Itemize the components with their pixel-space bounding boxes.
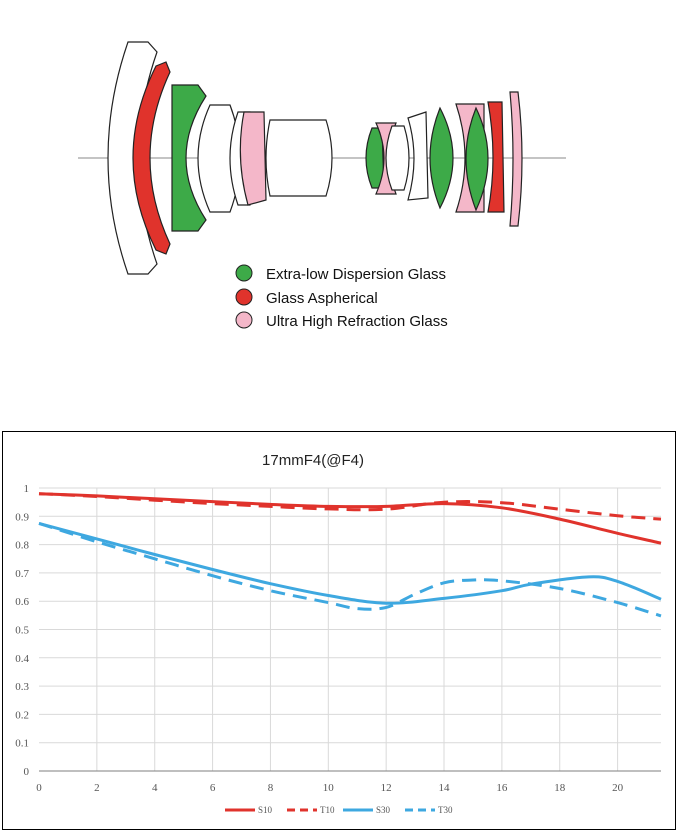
- lens-element-3-ed: [171, 84, 207, 232]
- x-tick-label: 6: [210, 782, 216, 794]
- x-tick-label: 14: [439, 782, 451, 794]
- lens-element-12-ed: [429, 106, 454, 210]
- lens-element-16-uhr: [509, 91, 523, 227]
- series-line-t10: [38, 492, 662, 521]
- y-tick-label: 0.8: [15, 540, 29, 552]
- series-line-s10: [38, 492, 662, 545]
- legend-label-s10: S10: [258, 805, 273, 815]
- y-tick-label: 0.7: [15, 568, 29, 580]
- series-line-s30: [38, 521, 662, 605]
- x-tick-label: 0: [36, 782, 42, 794]
- x-tick-label: 2: [94, 782, 100, 794]
- lens-construction-diagram: Extra-low Dispersion Glass Glass Aspheri…: [78, 41, 566, 330]
- legend-label-s30: S30: [376, 805, 391, 815]
- series-line-t30: [38, 521, 662, 618]
- y-tick-label: 1: [24, 483, 30, 495]
- lens-element-14-ed: [465, 106, 489, 212]
- legend-swatch-aspherical: [235, 288, 253, 306]
- legend-label-uhr: Ultra High Refraction Glass: [266, 313, 448, 330]
- lens-element-10: [385, 125, 410, 191]
- x-tick-label: 20: [612, 782, 624, 794]
- lens-element-15-aspherical: [487, 101, 505, 213]
- x-tick-label: 8: [268, 782, 274, 794]
- lens-element-11: [407, 111, 429, 201]
- y-tick-label: 0.6: [15, 596, 29, 608]
- x-tick-label: 12: [381, 782, 392, 794]
- chart-title: 17mmF4(@F4): [262, 452, 364, 469]
- legend-label-ed: Extra-low Dispersion Glass: [266, 266, 446, 283]
- x-tick-label: 10: [323, 782, 335, 794]
- mtf-chart: 17mmF4(@F4) 0 0.1 0.2 0.3 0.4 0.5 0.6 0.7 0.8 0.9…: [15, 452, 662, 815]
- lens-element-2-aspherical: [132, 61, 171, 255]
- legend-swatch-ed: [235, 264, 253, 282]
- mtf-chart-panel: 17mmF4(@F4) 0 0.1 0.2 0.3 0.4 0.5 0.6 0.7 0.8 0.9…: [2, 431, 676, 830]
- y-tick-label: 0.3: [15, 681, 29, 693]
- legend-label-t30: T30: [438, 805, 453, 815]
- x-tick-label: 18: [554, 782, 566, 794]
- legend-swatch-uhr: [235, 311, 253, 329]
- y-tick-label: 0.9: [15, 511, 29, 523]
- lens-legend: Extra-low Dispersion Glass Glass Aspheri…: [235, 264, 448, 330]
- y-tick-label: 0: [24, 766, 30, 778]
- lens-element-7: [265, 119, 333, 197]
- y-tick-label: 0.2: [15, 709, 29, 721]
- x-tick-label: 4: [152, 782, 158, 794]
- y-tick-label: 0.5: [15, 625, 29, 637]
- x-tick-label: 16: [496, 782, 508, 794]
- lens-element-6-uhr: [239, 111, 267, 206]
- y-tick-label: 0.4: [15, 653, 29, 665]
- legend-label-t10: T10: [320, 805, 335, 815]
- legend-label-aspherical: Glass Aspherical: [266, 290, 378, 307]
- y-tick-label: 0.1: [15, 738, 29, 750]
